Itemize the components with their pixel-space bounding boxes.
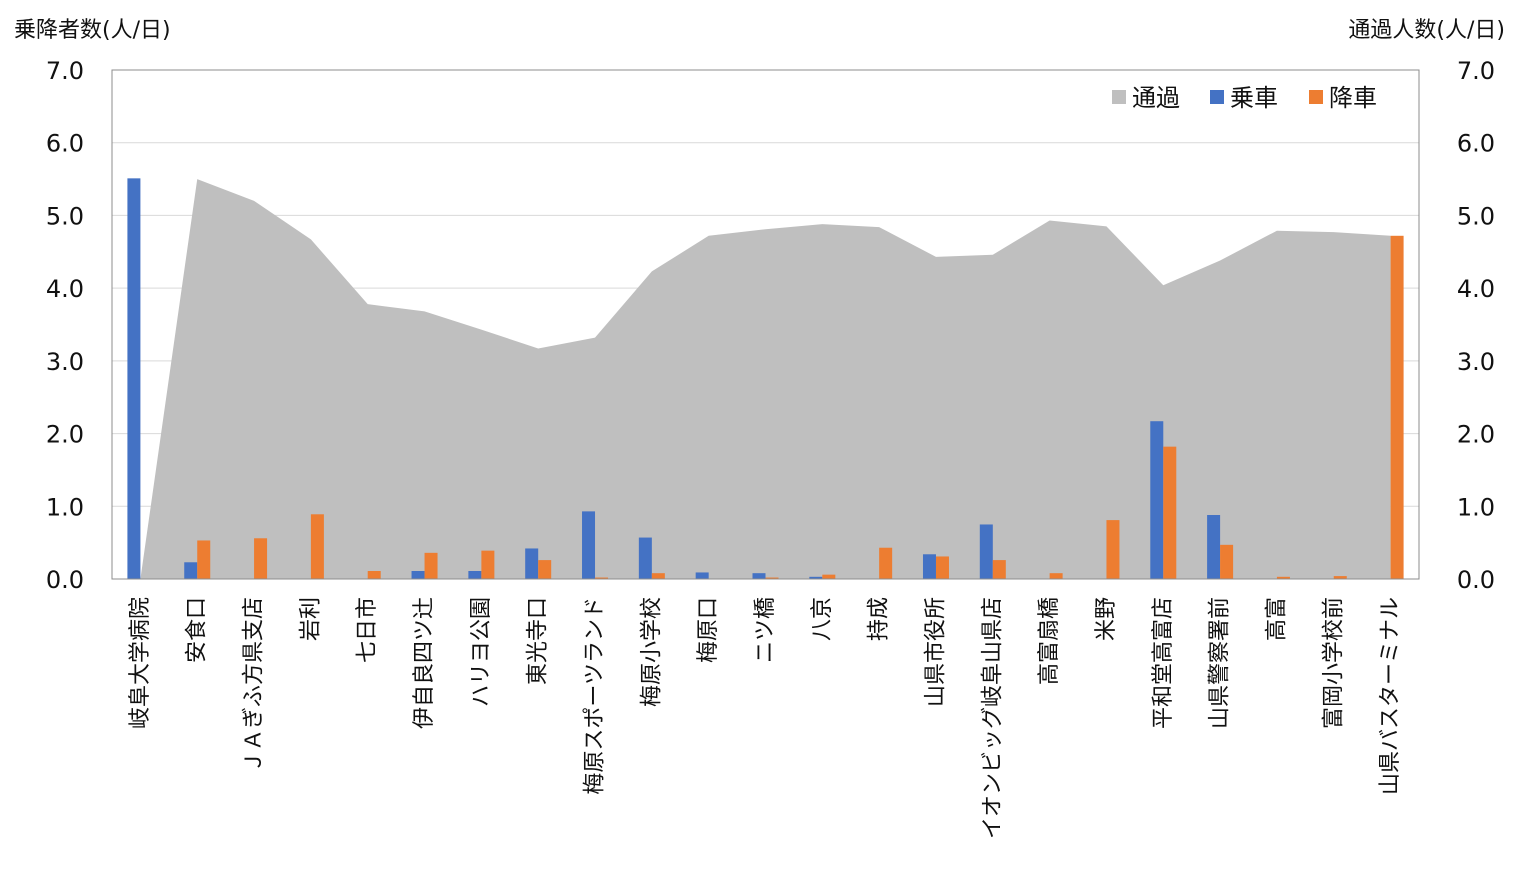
alighting-bar	[197, 540, 211, 579]
category-label: 高富	[1264, 597, 1289, 641]
alighting-bar	[822, 574, 836, 579]
alighting-bar	[879, 547, 893, 579]
boarding-bar	[1150, 421, 1164, 579]
alighting-bar	[481, 550, 495, 579]
category-label: 東光寺口	[526, 597, 551, 685]
alighting-bar	[651, 573, 665, 579]
right-axis-title: 通過人数(人/日)	[1348, 18, 1505, 43]
right-y-axis-ticks: 0.0 1.0 2.0 3.0 4.0 5.0 6.0 7.0	[1457, 57, 1495, 594]
alighting-bar	[595, 577, 609, 579]
category-label: 梅原口	[696, 597, 721, 663]
left-y-tick-label: 6.0	[46, 130, 84, 158]
category-label: 梅原小学校	[639, 597, 664, 707]
legend-label: 通過	[1132, 84, 1180, 112]
bars-layer	[112, 178, 1419, 580]
alighting-bar	[992, 560, 1006, 579]
alighting-bar	[1390, 235, 1404, 579]
boarding-bar	[979, 524, 993, 579]
alighting-bar	[367, 571, 381, 579]
category-label: ニツ橋	[753, 597, 778, 663]
right-y-tick-label: 7.0	[1457, 57, 1495, 85]
category-label: 山県警察署前	[1208, 597, 1233, 729]
legend: 通過 乗車 降車	[1112, 84, 1377, 112]
left-y-tick-label: 0.0	[46, 566, 84, 594]
boarding-bar	[411, 571, 425, 579]
right-y-tick-label: 1.0	[1457, 493, 1495, 521]
left-axis-title: 乗降者数(人/日)	[14, 18, 171, 43]
category-label: 七日市	[355, 597, 380, 663]
alighting-bar	[538, 560, 552, 579]
category-label: 持成	[867, 597, 892, 641]
legend-label: 乗車	[1230, 84, 1278, 112]
left-y-tick-label: 3.0	[46, 348, 84, 376]
x-axis-category-labels: 岐阜大学病院 安食口 ＪＡぎふ方県支店 岩利 七日市 伊自良四ツ辻 ハリヨ公園 東光寺口 梅原ス…	[128, 597, 1403, 839]
pass-through-area	[140, 179, 1391, 580]
legend-label: 降車	[1329, 84, 1377, 112]
category-label: 米野	[1094, 597, 1119, 641]
boarding-bar	[184, 562, 198, 579]
category-label: イオンビッグ岐阜山県店	[980, 597, 1005, 839]
category-label: 平和堂高富店	[1151, 597, 1176, 729]
boarding-bar	[638, 537, 652, 579]
boarding-bar	[922, 554, 936, 579]
boarding-bar	[1207, 515, 1221, 579]
left-y-tick-label: 7.0	[46, 57, 84, 85]
alighting-bar	[1106, 520, 1120, 579]
alighting-bar	[1333, 576, 1347, 579]
legend-swatch	[1309, 90, 1323, 104]
category-label: 山県バスターミナル	[1378, 597, 1403, 795]
right-y-tick-label: 5.0	[1457, 202, 1495, 230]
left-y-tick-label: 5.0	[46, 202, 84, 230]
category-label: 岐阜大学病院	[128, 597, 153, 729]
alighting-bar	[310, 514, 324, 579]
left-y-tick-label: 4.0	[46, 275, 84, 303]
alighting-bar	[1049, 573, 1063, 579]
boarding-bar	[525, 548, 539, 579]
right-y-tick-label: 0.0	[1457, 566, 1495, 594]
category-label: ＪＡぎふ方県支店	[242, 597, 267, 773]
category-label: 伊自良四ツ辻	[412, 597, 437, 729]
alighting-bar	[935, 556, 949, 579]
boarding-bar	[695, 572, 709, 579]
alighting-bar	[1276, 576, 1290, 579]
right-y-tick-label: 4.0	[1457, 275, 1495, 303]
alighting-bar	[1163, 446, 1177, 579]
boarding-bar	[582, 511, 596, 579]
boarding-bar	[468, 571, 482, 579]
category-label: 安食口	[185, 597, 210, 663]
left-y-axis-ticks: 0.0 1.0 2.0 3.0 4.0 5.0 6.0 7.0	[46, 57, 84, 594]
boarding-bar	[809, 576, 823, 579]
category-label: ハリヨ公園	[469, 597, 494, 707]
legend-swatch	[1112, 90, 1126, 104]
boarding-bar	[752, 573, 766, 579]
alighting-bar	[424, 552, 438, 579]
left-y-tick-label: 2.0	[46, 421, 84, 449]
right-y-tick-label: 2.0	[1457, 421, 1495, 449]
legend-swatch	[1210, 90, 1224, 104]
category-label: 富岡小学校前	[1321, 597, 1346, 729]
category-label: 梅原スポーツランド	[583, 597, 608, 795]
pass-through-area-layer	[140, 179, 1391, 580]
left-y-tick-label: 1.0	[46, 493, 84, 521]
right-y-tick-label: 3.0	[1457, 348, 1495, 376]
category-label: 八京	[810, 597, 835, 641]
category-label: 岩利	[298, 597, 323, 641]
alighting-bar	[765, 577, 779, 579]
category-label: 高富扇橋	[1037, 597, 1062, 685]
right-y-tick-label: 6.0	[1457, 130, 1495, 158]
alighting-bar	[254, 538, 268, 579]
category-label: 山県市役所	[923, 597, 948, 707]
boarding-bar	[127, 178, 141, 579]
alighting-bar	[1220, 544, 1234, 579]
